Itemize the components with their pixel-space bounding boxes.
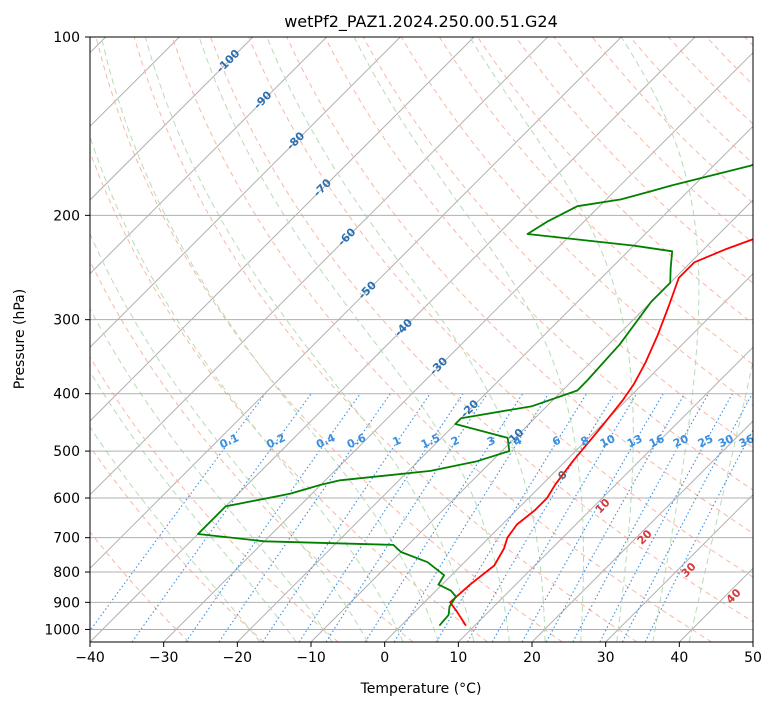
mixing-ratio-line: [298, 393, 464, 642]
mixing-ratio-line: [262, 393, 431, 642]
x-tick-label: 10: [449, 650, 467, 666]
x-tick-label: 40: [670, 650, 688, 666]
mixing-ratio-line: [572, 393, 709, 642]
isotherm-line: [163, 51, 753, 642]
moist-adiabat-line: [688, 359, 753, 642]
profile-lines: [197, 163, 753, 627]
isotherm-line: [90, 37, 402, 349]
isotherm-line: [90, 37, 549, 496]
mixing-ratio-line: [491, 393, 637, 642]
mixing-ratio-line: [545, 393, 686, 642]
x-tick-label: −10: [296, 650, 326, 666]
x-tick-label: 0: [380, 650, 389, 666]
dry-adiabat-line: [515, 37, 753, 284]
mixing-ratio-label: 30: [716, 432, 736, 450]
mixing-ratio-label: 16: [647, 432, 667, 450]
x-tick-label: −40: [75, 650, 105, 666]
dry-adiabat-line: [95, 37, 563, 642]
moist-adiabat-line: [266, 37, 546, 642]
moist-adiabat-line: [620, 37, 700, 642]
background-lines: [90, 37, 753, 642]
y-tick-label: 1000: [44, 622, 80, 638]
moist-adiabat-line: [90, 426, 261, 642]
y-tick-label: 500: [53, 444, 80, 460]
moist-adiabat-line: [90, 370, 297, 642]
dry-adiabat-line: [438, 37, 753, 366]
isotherm-line: [605, 493, 753, 642]
y-tick-label: 700: [53, 531, 80, 547]
y-axis-label: Pressure (hPa): [12, 289, 28, 389]
dry-adiabat-line: [90, 259, 414, 642]
isotherm-line: [236, 125, 753, 642]
dry-adiabat-line: [90, 356, 339, 642]
y-tick-label: 800: [53, 565, 80, 581]
y-tick-label: 400: [53, 387, 80, 403]
plot-frame: [89, 36, 754, 643]
x-tick-label: 30: [597, 650, 615, 666]
dry-adiabat-line: [90, 531, 190, 642]
mixing-ratio-label: 36: [737, 432, 757, 450]
isotherm-line: [90, 37, 696, 642]
dewpoint-profile-line: [197, 163, 753, 627]
mixing-ratio-label: 13: [625, 432, 644, 450]
mixing-ratio-line: [435, 393, 587, 642]
isotherm-line: [90, 37, 475, 422]
dry-adiabat-line: [210, 37, 753, 623]
dry-adiabat-line: [90, 445, 264, 642]
moist-adiabat-line: [353, 37, 584, 642]
moist-adiabat-line: [90, 135, 404, 642]
dry-adiabat-line: [248, 37, 753, 578]
x-tick-label: 50: [744, 650, 762, 666]
mixing-ratio-line: [325, 393, 488, 642]
chart-title: wetPf2_PAZ1.2024.250.00.51.G24: [284, 12, 558, 32]
mixing-ratio-line: [131, 393, 312, 642]
temperature-profile-line: [449, 238, 753, 627]
x-tick-label: −20: [223, 650, 253, 666]
mixing-ratio-label: 10: [598, 432, 618, 450]
dry-adiabat-line: [171, 37, 712, 642]
mixing-ratio-line: [521, 393, 664, 642]
mixing-ratio-line: [364, 393, 524, 642]
x-axis-ticks: −40 −30 −20 −10 0 10 20 30 40 50: [75, 642, 762, 666]
moist-adiabat-line: [90, 232, 369, 642]
moist-adiabat-line: [144, 37, 475, 642]
dry-adiabat-line: [133, 37, 638, 642]
mixing-ratio-label: 25: [696, 432, 715, 450]
isotherm-line: [90, 37, 623, 570]
y-axis-ticks: 100 200 300 400 500 600 700 800 900 1000: [44, 30, 90, 638]
dry-adiabat-line: [90, 150, 488, 642]
dry-adiabat-line: [400, 37, 753, 407]
pressure-gridlines: [90, 37, 753, 630]
x-tick-label: −30: [149, 650, 179, 666]
dry-adiabat-line: [286, 37, 753, 534]
y-tick-label: 900: [53, 595, 80, 611]
mixing-ratio-line: [644, 428, 753, 642]
y-tick-label: 600: [53, 491, 80, 507]
moist-adiabat-line: [90, 307, 333, 642]
isotherm-line: [310, 199, 753, 642]
y-tick-label: 200: [53, 208, 80, 224]
y-tick-label: 100: [53, 30, 80, 46]
moist-adiabat-line: [100, 37, 439, 642]
y-tick-label: 300: [53, 313, 80, 329]
isotherm-line: [531, 420, 753, 642]
mixing-ratio-label: 20: [671, 432, 691, 450]
isotherm-line: [384, 272, 753, 642]
isotherm-line: [90, 37, 328, 275]
isotherm-line: [90, 37, 254, 201]
mixing-ratio-line: [393, 393, 550, 642]
x-axis-label: Temperature (°C): [360, 681, 482, 697]
x-tick-label: 20: [523, 650, 541, 666]
moist-adiabat-line: [198, 37, 510, 642]
